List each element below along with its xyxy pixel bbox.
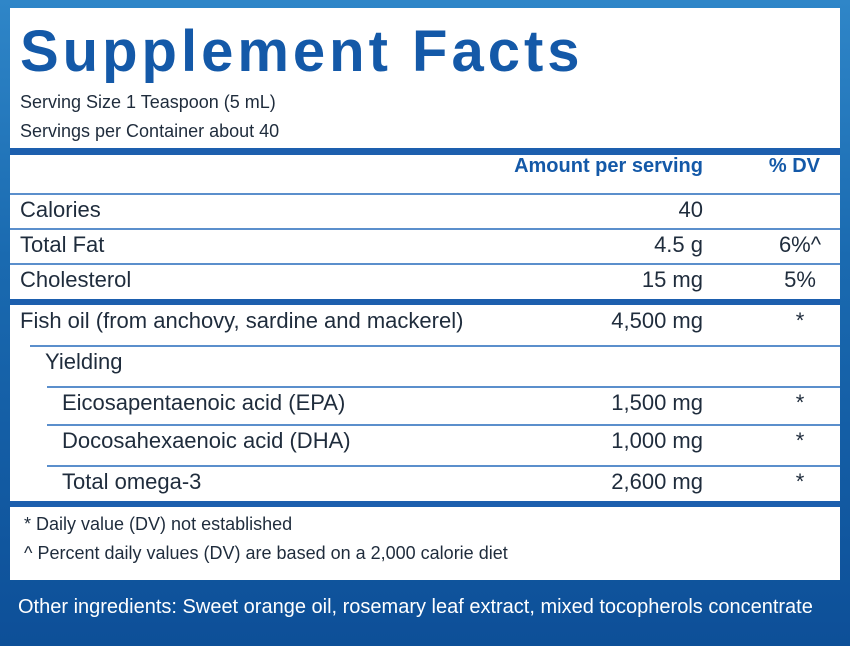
row-name: Total omega-3 [62, 469, 202, 494]
row-rule [10, 193, 840, 195]
servings: Servings per Container about 40 [20, 121, 280, 141]
rule [10, 299, 840, 305]
row-amount: 1,500 mg [611, 390, 703, 415]
row-rule [47, 386, 840, 388]
row-amount: 1,000 mg [611, 428, 703, 453]
row-rule [47, 424, 840, 426]
row-dv: 6%^ [778, 232, 822, 257]
row-rule [10, 263, 840, 265]
footnote: * Daily value (DV) not established [24, 514, 293, 534]
row-name: Calories [20, 197, 101, 222]
footnote: ^ Percent daily values (DV) are based on… [24, 543, 508, 563]
row-name: Total Fat [20, 232, 105, 257]
facts-panel: Supplement Facts Serving Size 1 Teaspoon… [10, 8, 840, 580]
row-amount: 40 [678, 197, 703, 222]
row-dv: * [795, 308, 805, 333]
rule [10, 148, 840, 155]
row-amount: 4.5 g [654, 232, 703, 257]
row-dv: 5% [784, 267, 816, 292]
row-rule [47, 465, 840, 467]
rule [10, 501, 840, 507]
row-name: Yielding [45, 349, 123, 374]
row-rule [30, 345, 840, 347]
other-ingredients: Other ingredients: Sweet orange oil, ros… [18, 596, 813, 618]
row-dv: * [795, 390, 805, 415]
column-header: % DV [768, 155, 820, 177]
row-name: Eicosapentaenoic acid (EPA) [62, 390, 346, 415]
row-name: Cholesterol [20, 267, 132, 292]
row-amount: 15 mg [641, 267, 703, 292]
row-name: Docosahexaenoic acid (DHA) [62, 428, 351, 453]
column-header: Amount per serving [514, 155, 703, 177]
title: Supplement Facts [20, 19, 584, 84]
row-dv: * [795, 428, 805, 453]
row-rule [10, 228, 840, 230]
row-name: Fish oil (from anchovy, sardine and mack… [20, 308, 464, 333]
row-amount: 2,600 mg [611, 469, 703, 494]
serving-size: Serving Size 1 Teaspoon (5 mL) [20, 92, 276, 112]
row-amount: 4,500 mg [611, 308, 703, 333]
row-dv: * [795, 469, 805, 494]
